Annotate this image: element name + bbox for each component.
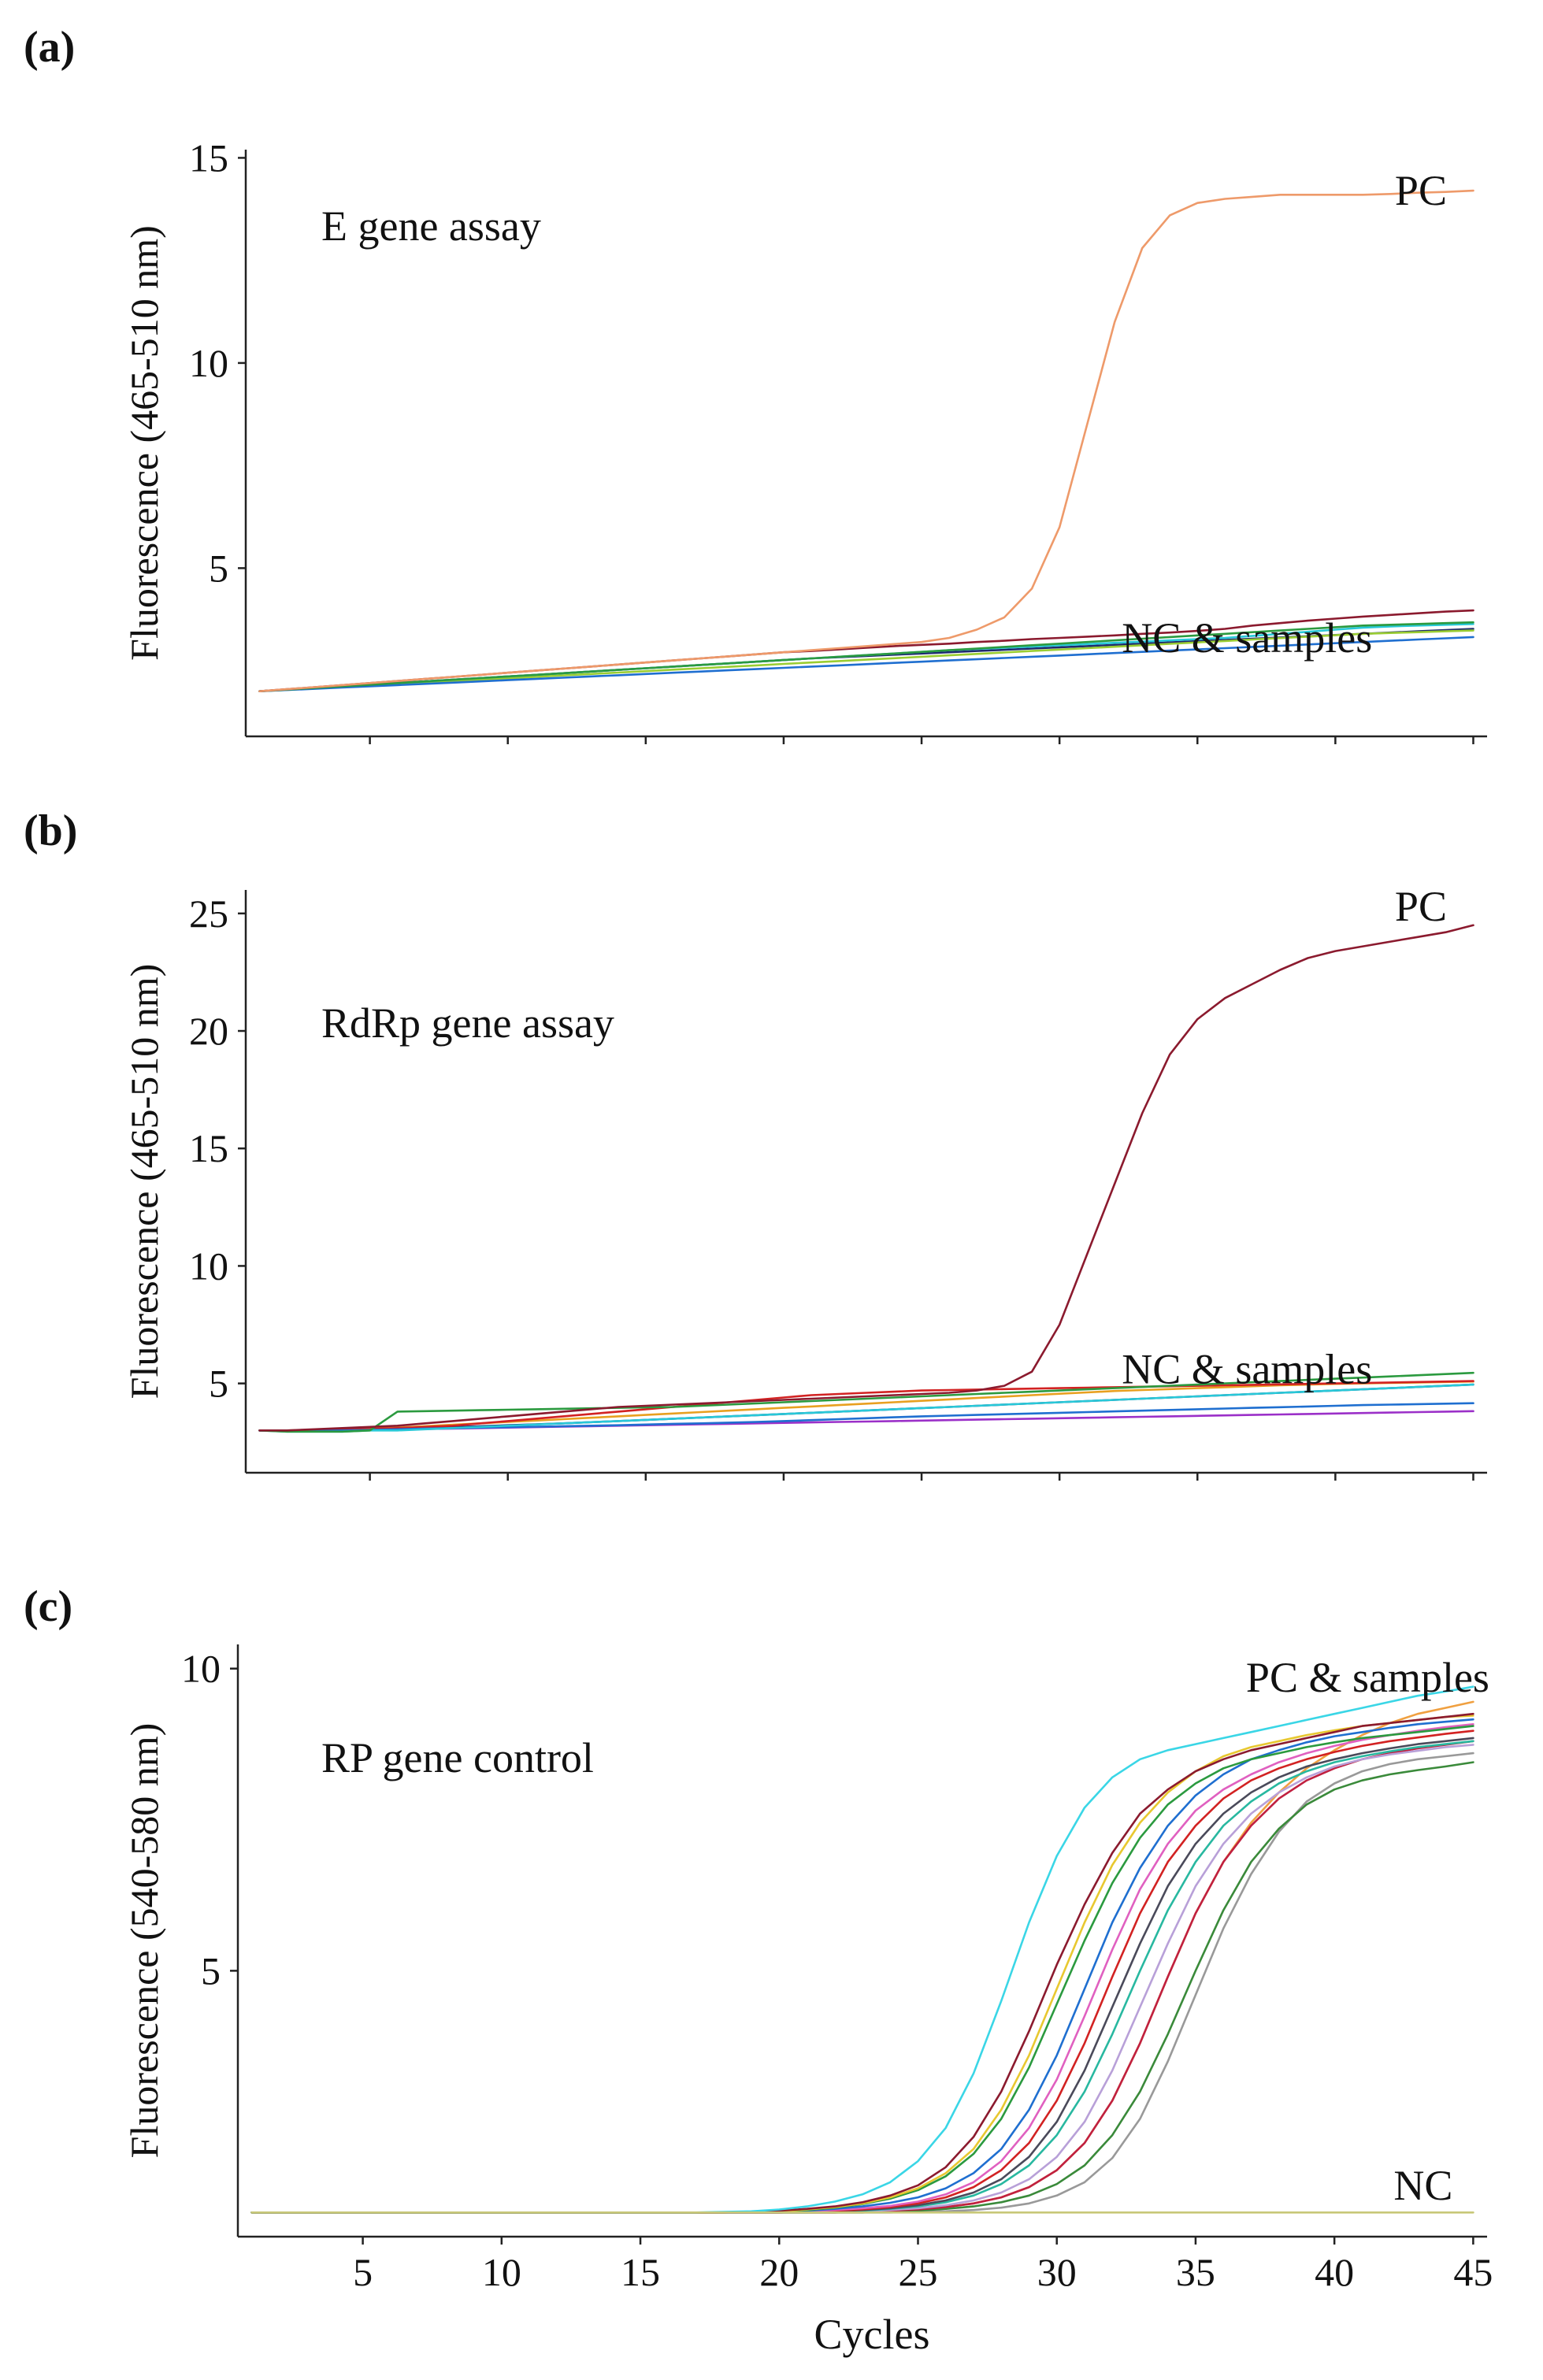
amplification-curve-12 <box>250 1740 1474 2214</box>
panel-label: (b) <box>24 806 77 855</box>
curve-label: NC <box>1393 2162 1452 2209</box>
amplification-curve-1 <box>258 189 1474 693</box>
panel-label: (c) <box>24 1582 72 1631</box>
y-tick-label: 10 <box>181 1647 221 1691</box>
y-axis-label: Fluorescence (465-510 nm) <box>122 225 166 661</box>
amplification-curve-2 <box>258 1371 1474 1433</box>
y-tick-label: 5 <box>209 1362 228 1406</box>
y-tick-label: 15 <box>189 135 228 180</box>
amplification-curve-6 <box>250 1718 1474 2214</box>
amplification-curve-8 <box>250 1729 1474 2214</box>
amplification-curve-11 <box>250 1744 1474 2214</box>
chart-panel-3: (c) 5 10 5 10 15 20 25 30 35 40 45 Fluorescence (540… <box>24 1582 1493 2358</box>
x-tick-label: 25 <box>898 2250 937 2294</box>
x-tick-label: 35 <box>1176 2250 1215 2294</box>
chart-panel-1: (a) 5 10 15 Fluorescence (465-510 nm) E gene … <box>24 23 1487 744</box>
curve-label: NC & samples <box>1122 1346 1372 1393</box>
x-tick-label: 10 <box>482 2250 521 2294</box>
amplification-curve-3 <box>258 1383 1474 1433</box>
x-tick-label: 5 <box>353 2250 373 2294</box>
panel-label: (a) <box>24 23 75 72</box>
x-axis-label: Cycles <box>814 2311 930 2358</box>
x-tick-label: 45 <box>1453 2250 1493 2294</box>
x-tick-label: 40 <box>1315 2250 1354 2294</box>
amplification-curve-14 <box>250 1752 1474 2214</box>
amplification-curve-7 <box>250 1723 1474 2214</box>
amplification-curve-5 <box>250 1725 1474 2214</box>
amplification-curve-13 <box>250 1761 1474 2214</box>
y-tick-label: 5 <box>201 1948 221 1993</box>
y-tick-label: 5 <box>209 546 228 590</box>
x-tick-label: 20 <box>759 2250 799 2294</box>
assay-annotation: RdRp gene assay <box>321 999 614 1047</box>
x-tick-label: 30 <box>1037 2250 1077 2294</box>
y-axis-label: Fluorescence (465-510 nm) <box>122 964 166 1399</box>
y-tick-label: 10 <box>189 1244 228 1288</box>
assay-annotation: E gene assay <box>321 202 541 250</box>
y-tick-label: 25 <box>189 892 228 936</box>
curve-label: NC & samples <box>1122 614 1372 662</box>
amplification-curve-9 <box>250 1737 1474 2214</box>
amplification-curve-1 <box>258 924 1474 1432</box>
y-tick-label: 10 <box>189 341 228 385</box>
y-tick-label: 20 <box>189 1009 228 1053</box>
amplification-curve-4 <box>258 636 1474 693</box>
curve-label: PC <box>1395 167 1447 214</box>
amplification-curve-6 <box>258 629 1474 693</box>
amplification-curve-3 <box>250 1712 1474 2214</box>
amplification-curve-10 <box>250 1740 1474 2214</box>
y-axis-label: Fluorescence (540-580 nm) <box>122 1723 166 2159</box>
chart-panel-2: (b) 5 10 15 20 25 Fluorescence (465-510 nm) RdR… <box>24 806 1487 1481</box>
amplification-curve-5 <box>258 1380 1474 1432</box>
curve-label: PC & samples <box>1246 1654 1489 1701</box>
curve-label: PC <box>1395 883 1447 930</box>
assay-annotation: RP gene control <box>321 1734 594 1781</box>
amplification-curve-3 <box>258 621 1474 693</box>
y-tick-label: 15 <box>189 1126 228 1170</box>
x-tick-label: 15 <box>621 2250 660 2294</box>
